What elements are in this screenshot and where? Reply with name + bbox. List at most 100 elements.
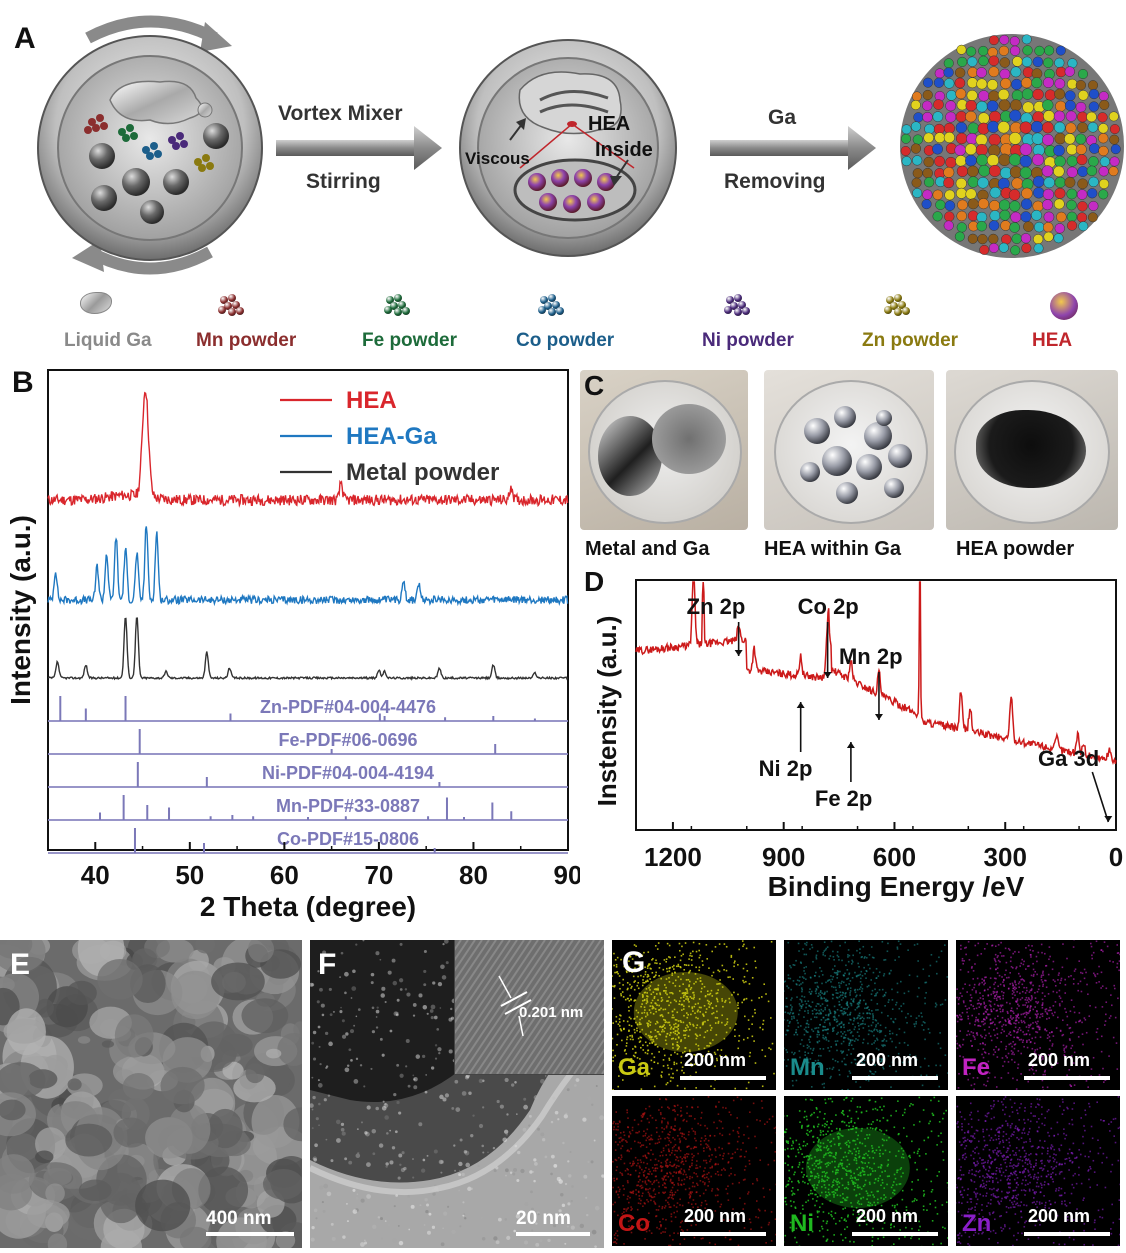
hea-atom	[1010, 211, 1022, 223]
tem-noise	[450, 1007, 453, 1011]
eds-pixel	[1021, 990, 1024, 993]
tem-noise	[541, 1138, 546, 1142]
tem-noise	[537, 1213, 540, 1216]
lattice-fringe	[573, 1027, 604, 1075]
eds-pixel	[705, 1159, 707, 1162]
eds-pixel	[647, 1179, 650, 1182]
eds-pixel	[1007, 1052, 1010, 1055]
sem-grain	[65, 1123, 113, 1157]
eds-pixel	[1070, 1055, 1073, 1057]
eds-pixel	[974, 1038, 976, 1040]
eds-pixel	[630, 1067, 632, 1070]
eds-pixel	[1007, 1072, 1010, 1074]
hea-atom	[943, 177, 955, 189]
eds-pixel	[638, 964, 640, 967]
eds-pixel	[648, 1020, 650, 1022]
eds-pixel	[850, 998, 853, 1001]
eds-pixel	[896, 948, 899, 950]
eds-pixel	[710, 1175, 713, 1178]
eds-pixel	[670, 1026, 673, 1029]
eds-pixel	[656, 962, 658, 965]
eds-pixel	[650, 1137, 652, 1140]
eds-pixel	[1000, 1041, 1003, 1043]
eds-pixel	[1009, 1015, 1012, 1017]
eds-pixel	[844, 1063, 846, 1066]
eds-pixel	[826, 1067, 828, 1070]
tem-noise	[531, 1229, 534, 1232]
eds-pixel	[831, 993, 834, 996]
eds-pixel	[841, 1012, 844, 1015]
scalebar-g-bar	[680, 1076, 766, 1080]
eds-element-label: Fe	[962, 1054, 991, 1081]
eds-pixel	[1031, 1037, 1033, 1040]
eds-pixel	[1042, 1058, 1044, 1060]
eds-pixel	[1002, 991, 1005, 994]
eds-pixel	[836, 977, 839, 979]
eds-pixel	[817, 986, 820, 989]
eds-pixel	[924, 1057, 926, 1060]
tem-noise	[325, 1138, 328, 1141]
eds-pixel	[1045, 1029, 1048, 1032]
eds-pixel	[785, 1005, 787, 1008]
eds-pixel	[733, 962, 736, 964]
eds-pixel	[745, 980, 747, 983]
eds-pixel	[1025, 1001, 1028, 1004]
eds-pixel	[749, 1111, 751, 1114]
tem-noise	[386, 1132, 389, 1135]
tem-noise	[375, 1016, 378, 1018]
eds-pixel	[719, 1205, 722, 1208]
eds-pixel	[871, 956, 874, 959]
eds-pixel	[989, 1035, 992, 1038]
eds-pixel	[1011, 967, 1014, 969]
eds-pixel	[713, 1087, 716, 1090]
eds-pixel	[836, 971, 838, 974]
tem-noise	[353, 1024, 356, 1027]
tem-noise	[328, 987, 332, 991]
eds-pixel	[789, 977, 792, 980]
eds-pixel	[646, 995, 648, 997]
eds-pixel	[664, 1027, 666, 1029]
eds-pixel	[974, 1020, 977, 1023]
hea-atom	[911, 177, 922, 188]
tem-noise	[377, 1216, 381, 1219]
eds-pixel	[673, 1204, 675, 1207]
eds-pixel	[627, 1207, 629, 1209]
eds-pixel	[1028, 1063, 1030, 1066]
eds-pixel	[661, 1015, 664, 1018]
eds-pixel	[944, 999, 947, 1001]
eds-pixel	[874, 1070, 877, 1073]
hea-atom	[989, 35, 999, 46]
eds-pixel	[666, 1136, 669, 1139]
eds-pixel	[1046, 1012, 1048, 1014]
eds-pixel	[728, 1111, 731, 1114]
eds-pixel	[662, 968, 665, 971]
hea-atom	[945, 156, 957, 169]
tem-noise	[591, 1103, 594, 1106]
eds-pixel	[858, 1002, 861, 1004]
eds-pixel	[858, 1005, 860, 1008]
eds-pixel	[678, 1179, 680, 1181]
sem-grain	[135, 1179, 191, 1232]
caption-hea-within-ga: HEA within Ga	[764, 538, 902, 560]
eds-pixel	[965, 953, 967, 956]
eds-pixel	[684, 1220, 687, 1223]
eds-pixel	[956, 996, 958, 999]
eds-pixel	[1023, 1012, 1026, 1015]
eds-pixel	[1080, 990, 1083, 993]
eds-pixel	[676, 1030, 679, 1032]
eds-pixel	[648, 1042, 651, 1045]
eds-pixel	[988, 1013, 991, 1016]
eds-pixel	[787, 941, 790, 944]
eds-pixel	[635, 1193, 638, 1196]
eds-pixel	[634, 1070, 637, 1073]
eds-pixel	[655, 1215, 658, 1217]
eds-pixel	[828, 1050, 831, 1052]
eds-pixel	[724, 1001, 726, 1003]
eds-pixel	[803, 1016, 805, 1018]
eds-pixel	[636, 1131, 639, 1134]
hea-atom	[1098, 133, 1109, 144]
hea-atom	[1064, 90, 1076, 102]
eds-pixel	[825, 947, 828, 950]
eds-pixel	[838, 1000, 841, 1003]
eds-pixel	[720, 1203, 723, 1206]
